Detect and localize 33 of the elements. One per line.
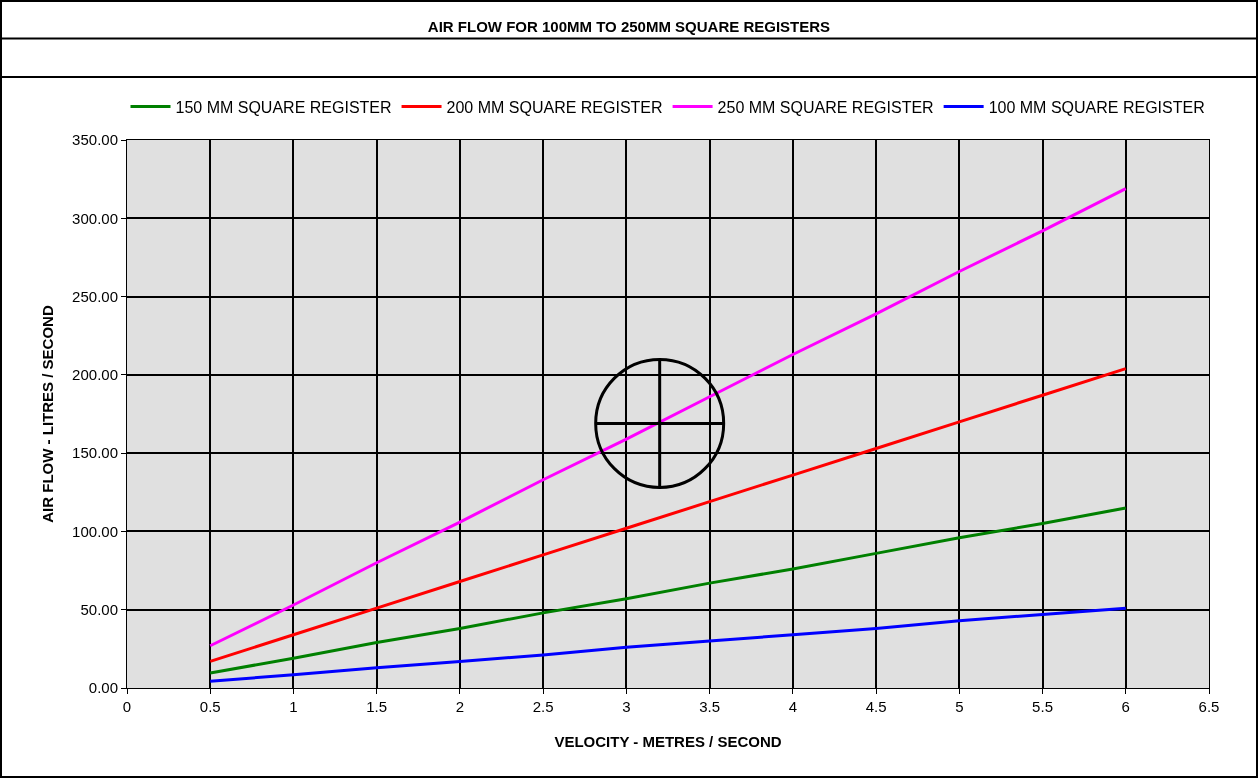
x-tick-label: 0.5: [199, 698, 221, 715]
line-series: [208, 606, 1128, 683]
x-tick-label: 5: [955, 698, 964, 715]
y-tick-label: 0.00: [88, 679, 118, 697]
y-tick-label: 250.00: [72, 287, 118, 305]
x-tick-label: 1: [289, 698, 298, 715]
y-tick-label: 150.00: [72, 444, 118, 462]
line-series: [208, 187, 1128, 648]
line-series: [208, 506, 1128, 675]
x-tick-label: 6: [1121, 698, 1130, 715]
x-tick-label: 2: [455, 698, 465, 715]
chart-title: AIR FLOW FOR 100MM TO 250MM SQUARE REGISTERS: [427, 17, 831, 35]
legend-label: 100 MM SQUARE REGISTER: [988, 98, 1205, 116]
y-tick-label: 100.00: [72, 522, 118, 540]
y-tick-label: 50.00: [80, 600, 118, 618]
x-tick-label: 6.5: [1198, 698, 1220, 715]
legend-label: 200 MM SQUARE REGISTER: [446, 98, 663, 116]
line-series: [208, 367, 1128, 663]
x-tick-label: 0: [122, 698, 132, 715]
x-tick-label: 4: [788, 698, 798, 715]
y-tick-label: 350.00: [72, 131, 118, 149]
x-tick-label: 3: [622, 698, 631, 715]
x-tick-label: 2.5: [532, 698, 554, 715]
legend-label: 150 MM SQUARE REGISTER: [175, 98, 392, 116]
x-axis-title: VELOCITY - METRES / SECOND: [554, 733, 782, 750]
x-tick-label: 3.5: [699, 698, 721, 715]
y-tick-label: 200.00: [72, 366, 118, 384]
x-tick-label: 5.5: [1032, 698, 1053, 715]
x-tick-label: 1.5: [366, 698, 388, 715]
y-axis-title: AIR FLOW - LITRES / SECOND: [39, 305, 57, 523]
x-tick-label: 4.5: [865, 698, 887, 715]
y-tick-label: 300.00: [72, 209, 118, 227]
legend-label: 250 MM SQUARE REGISTER: [717, 98, 934, 116]
